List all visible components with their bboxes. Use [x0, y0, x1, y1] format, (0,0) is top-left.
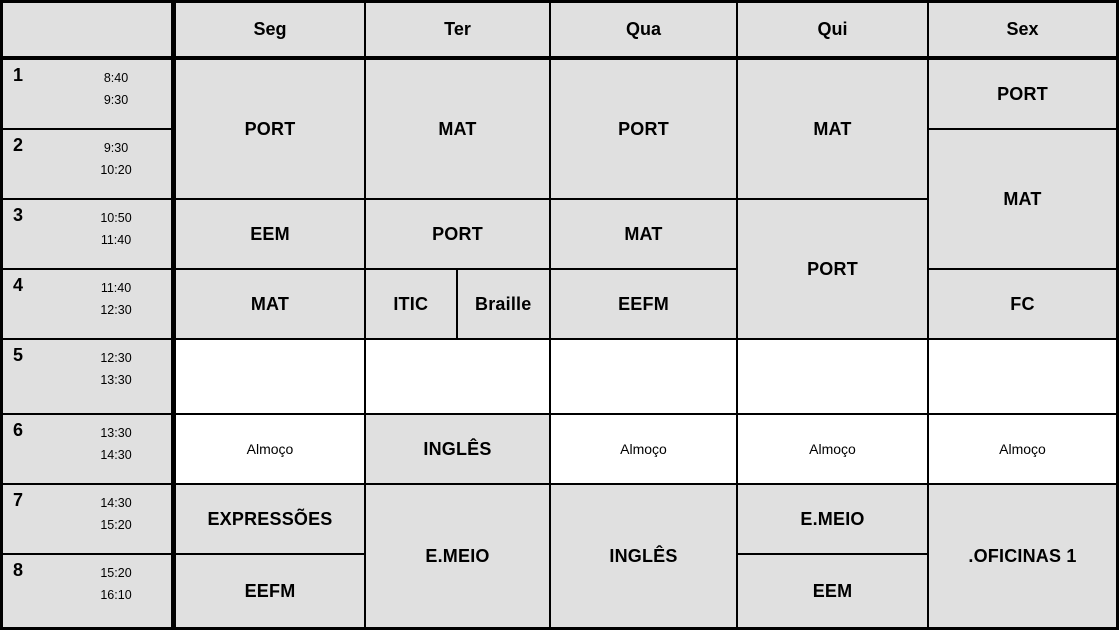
cell-qui-p7: E.MEIO [738, 485, 929, 555]
period-times: 10:50 11:40 [100, 211, 132, 247]
cell-seg-p3: EEM [176, 200, 366, 270]
cell-ter-p6: INGLÊS [366, 415, 551, 485]
cell-seg-p7: EXPRESSÕES [176, 485, 366, 555]
period-number: 6 [13, 420, 24, 440]
cell-sex-p1: PORT [929, 60, 1116, 130]
cell-qua-p7-8: INGLÊS [551, 485, 738, 627]
period-times: 8:40 9:30 [103, 71, 129, 107]
cell-ter-p5-empty [366, 340, 551, 415]
period-number: 3 [13, 205, 24, 225]
split-container: ITIC Braille [366, 270, 549, 338]
period-times: 14:30 15:20 [100, 496, 132, 532]
cell-qui-p1-2: MAT [738, 60, 929, 200]
cell-seg-p5-empty [176, 340, 366, 415]
header-day-qua: Qua [551, 3, 738, 60]
cell-sex-p6-lunch: Almoço [929, 415, 1116, 485]
period-number: 8 [13, 560, 24, 580]
period-times: 13:30 14:30 [100, 426, 132, 462]
cell-qua-p6-lunch: Almoço [551, 415, 738, 485]
cell-qua-p4: EEFM [551, 270, 738, 340]
header-day-sex: Sex [929, 3, 1116, 60]
cell-seg-p6-lunch: Almoço [176, 415, 366, 485]
cell-seg-p1-2: PORT [176, 60, 366, 200]
cell-qui-p6-lunch: Almoço [738, 415, 929, 485]
period-row-5: 5 12:30 13:30 [3, 340, 176, 415]
cell-sex-p7-8: .OFICINAS 1 [929, 485, 1116, 627]
period-row-3: 3 10:50 11:40 [3, 200, 176, 270]
period-row-8: 8 15:20 16:10 [3, 555, 176, 627]
cell-ter-p1-2: MAT [366, 60, 551, 200]
cell-sex-p2-3: MAT [929, 130, 1116, 270]
header-day-ter: Ter [366, 3, 551, 60]
period-number: 2 [13, 135, 24, 155]
period-times: 12:30 13:30 [100, 351, 132, 387]
period-times: 9:30 10:20 [100, 141, 132, 177]
cell-qui-p3-4: PORT [738, 200, 929, 340]
header-day-qui: Qui [738, 3, 929, 60]
period-number: 5 [13, 345, 24, 365]
cell-qua-p3: MAT [551, 200, 738, 270]
cell-seg-p4: MAT [176, 270, 366, 340]
period-row-2: 2 9:30 10:20 [3, 130, 176, 200]
period-times: 15:20 16:10 [100, 566, 132, 602]
cell-qui-p5-empty [738, 340, 929, 415]
cell-ter-p7-8: E.MEIO [366, 485, 551, 627]
cell-seg-p8: EEFM [176, 555, 366, 627]
period-times: 11:40 12:30 [100, 281, 132, 317]
period-number: 7 [13, 490, 24, 510]
period-row-6: 6 13:30 14:30 [3, 415, 176, 485]
cell-ter-p4-split: ITIC Braille [366, 270, 551, 340]
cell-qua-p5-empty [551, 340, 738, 415]
cell-sex-p5-empty [929, 340, 1116, 415]
period-row-7: 7 14:30 15:20 [3, 485, 176, 555]
period-number: 4 [13, 275, 24, 295]
cell-qua-p1-2: PORT [551, 60, 738, 200]
cell-ter-p4-itic: ITIC [366, 270, 458, 338]
cell-qui-p8: EEM [738, 555, 929, 627]
header-corner-cell [3, 3, 176, 60]
period-row-4: 4 11:40 12:30 [3, 270, 176, 340]
cell-sex-p4: FC [929, 270, 1116, 340]
period-number: 1 [13, 65, 24, 85]
period-row-1: 1 8:40 9:30 [3, 60, 176, 130]
header-day-seg: Seg [176, 3, 366, 60]
cell-ter-p3: PORT [366, 200, 551, 270]
cell-ter-p4-braille: Braille [475, 293, 532, 314]
